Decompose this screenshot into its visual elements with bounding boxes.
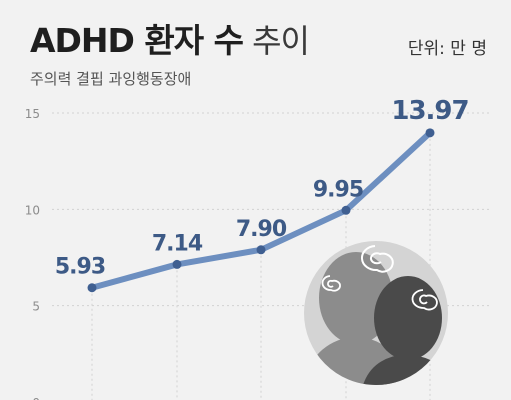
data-point	[256, 245, 266, 255]
chart-title: ADHD 환자 수 추이	[30, 14, 310, 62]
chart-subtitle: 주의력 결핍 과잉행동장애	[30, 70, 192, 88]
y-tick-label: 10	[25, 203, 40, 217]
y-tick-label: 5	[32, 300, 40, 314]
data-layer: 5.93 7.14 7.90 9.95 13.97	[55, 96, 470, 293]
y-tick-label: 0	[32, 396, 40, 400]
data-point	[172, 259, 182, 269]
data-point	[425, 128, 435, 138]
data-point	[87, 283, 97, 293]
chart-title-light: 추이	[252, 22, 310, 60]
chart-title-bold: ADHD 환자 수	[30, 21, 244, 60]
data-label: 7.90	[236, 217, 287, 242]
unit-label: 단위: 만 명	[407, 39, 487, 59]
data-label: 13.97	[391, 96, 468, 126]
data-point	[341, 205, 351, 215]
data-label: 5.93	[55, 255, 105, 280]
stressed-people-silhouette-icon	[304, 241, 448, 385]
y-tick-label: 15	[25, 107, 40, 121]
data-label: 7.14	[152, 231, 203, 256]
data-label: 9.95	[313, 177, 363, 202]
